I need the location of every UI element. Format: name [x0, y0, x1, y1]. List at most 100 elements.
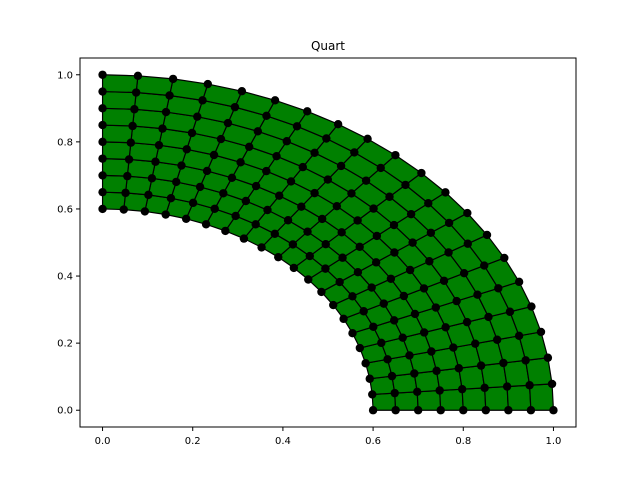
mesh-node [133, 71, 143, 81]
mesh-node [298, 162, 307, 172]
mesh-node [419, 284, 429, 293]
mesh-node [439, 276, 449, 285]
mesh-node [386, 274, 396, 283]
mesh-node [389, 316, 399, 325]
mesh-node [347, 189, 356, 198]
mesh-node [257, 243, 266, 252]
mesh-node [476, 361, 486, 370]
mesh-node [368, 406, 378, 415]
mesh-node [390, 248, 399, 257]
mesh-node [154, 140, 164, 150]
mesh-node [321, 264, 330, 273]
mesh-node [172, 177, 181, 187]
x-tick-label: 0.8 [455, 436, 471, 447]
mesh-node [441, 323, 450, 332]
mesh-node [282, 137, 291, 146]
mesh-node [452, 296, 461, 306]
mesh-node [332, 201, 342, 211]
mesh-node [297, 202, 306, 211]
mesh-node [274, 252, 283, 262]
mesh-node [405, 265, 415, 275]
mesh-node [369, 204, 378, 213]
mesh-node [431, 303, 441, 312]
mesh-node [198, 96, 207, 105]
plot-area [98, 70, 558, 415]
mesh-node [499, 358, 508, 368]
mesh-node [317, 214, 327, 224]
mesh-node [391, 406, 400, 415]
mesh-node [514, 331, 524, 341]
mesh-cell [101, 74, 139, 94]
mesh-node [251, 181, 261, 191]
mesh-node [444, 248, 453, 257]
mesh-node [201, 220, 211, 229]
y-axis: 0.0 0.2 0.4 0.6 0.8 1.0 [57, 70, 80, 417]
mesh-node [140, 207, 150, 216]
mesh-node [223, 118, 233, 128]
mesh-node [333, 120, 343, 129]
mesh-node [377, 338, 386, 348]
mesh-node [504, 406, 513, 415]
mesh-cell [101, 90, 137, 110]
mesh-node [401, 180, 410, 190]
mesh-node [521, 356, 530, 365]
mesh-node [379, 299, 388, 308]
mesh-node [480, 261, 489, 270]
mesh-node [303, 107, 312, 116]
mesh-node [419, 328, 429, 337]
mesh-node [161, 210, 170, 219]
mesh-node [310, 148, 319, 158]
mesh-cell [484, 385, 509, 411]
mesh-node [203, 79, 213, 89]
mesh-node [283, 216, 293, 225]
mesh-node [547, 379, 557, 389]
mesh-node [368, 390, 377, 399]
mesh-node [237, 86, 247, 96]
mesh-node [473, 290, 482, 299]
mesh-node [410, 369, 419, 378]
mesh-node [441, 188, 450, 197]
mesh-node [494, 284, 503, 293]
mesh-node [335, 277, 344, 287]
mesh-node [417, 168, 426, 178]
mesh-node [158, 124, 167, 133]
mesh-node [435, 386, 444, 395]
mesh-node [480, 383, 489, 393]
x-tick-label: 0.4 [275, 436, 291, 447]
mesh-node [98, 120, 107, 130]
mesh-node [413, 406, 423, 415]
mesh-node [482, 230, 492, 240]
mesh-node [130, 105, 139, 114]
mesh-node [168, 74, 178, 84]
mesh-node [270, 96, 280, 105]
y-tick-label: 0.6 [57, 204, 73, 215]
mesh-node [350, 148, 359, 157]
mesh-node [98, 187, 107, 197]
y-tick-label: 0.8 [57, 137, 73, 148]
mesh-node [408, 238, 417, 247]
mesh-nodes [98, 70, 558, 415]
mesh-node [292, 122, 302, 131]
mesh-node [355, 242, 364, 252]
mesh-node [459, 406, 468, 415]
x-tick-label: 0.0 [95, 436, 111, 447]
mesh-node [98, 137, 107, 147]
mesh-node [182, 145, 191, 154]
mesh-node [288, 240, 298, 249]
mesh-node [209, 150, 219, 160]
mesh-node [463, 208, 472, 218]
y-tick-label: 1.0 [57, 70, 73, 81]
y-tick-label: 0.0 [57, 406, 73, 417]
mesh-node [239, 234, 249, 243]
mesh-node [361, 176, 371, 185]
mesh-node [492, 335, 502, 344]
mesh-node [426, 228, 436, 237]
mesh-node [304, 275, 313, 284]
mesh-node [317, 287, 326, 297]
mesh-node [454, 364, 464, 373]
x-tick-label: 1.0 [546, 436, 562, 447]
y-tick-label: 0.4 [57, 272, 73, 283]
mesh-node [500, 253, 509, 263]
mesh-node [147, 174, 157, 183]
